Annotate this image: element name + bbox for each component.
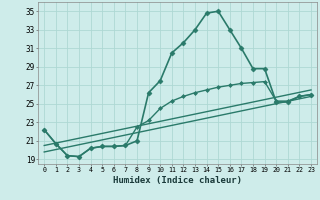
X-axis label: Humidex (Indice chaleur): Humidex (Indice chaleur)	[113, 176, 242, 185]
